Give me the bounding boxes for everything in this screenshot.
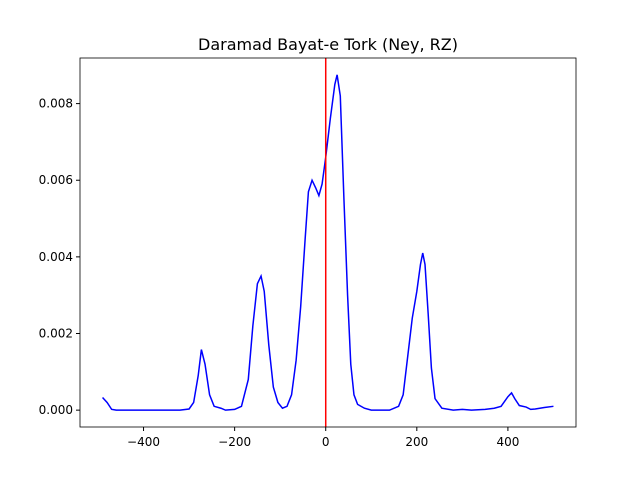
y-tick-label: 0.000 [39, 403, 73, 417]
x-tick-label: −200 [218, 435, 251, 449]
y-tick-label: 0.004 [39, 250, 73, 264]
plot-frame [79, 57, 577, 428]
y-tick-label: 0.006 [39, 173, 73, 187]
y-tick-label: 0.008 [39, 97, 73, 111]
x-tick-label: 0 [322, 435, 330, 449]
y-tick-label: 0.002 [39, 327, 73, 341]
x-tick-label: 400 [496, 435, 519, 449]
data-line [101, 74, 554, 411]
chart-title: Daramad Bayat-e Tork (Ney, RZ) [198, 35, 458, 54]
x-tick-label: −400 [127, 435, 160, 449]
x-tick-label: 200 [405, 435, 428, 449]
